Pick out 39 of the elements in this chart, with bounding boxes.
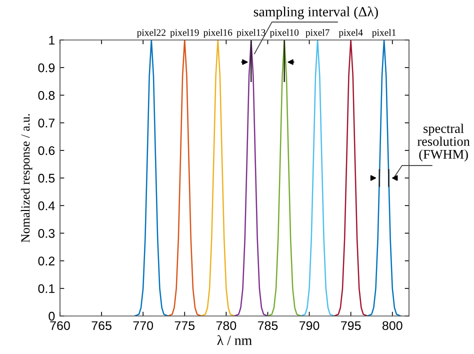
y-tick-label: 0.2 [38,256,55,266]
line-series [366,40,402,316]
x-tick-label: 775 [174,321,195,330]
y-tick-label: 0.8 [38,91,55,100]
series-label: pixel22 [136,28,166,38]
x-tick-label: 790 [300,321,320,330]
line-series [300,40,335,316]
y-tick-label: 0.4 [38,201,55,210]
line-series [167,40,202,316]
y-axis-title: Nomalized response / a.u. [20,114,32,242]
line-series [134,40,169,316]
x-tick-label: 795 [341,321,361,330]
line-series [200,40,236,316]
line-series [234,40,268,316]
line-series [334,40,368,316]
x-axis-title: λ / nm [217,335,252,346]
series-label: pixel4 [338,28,363,38]
annotation: spectral resolution (FWHM) [417,124,470,162]
series-label: pixel19 [170,28,199,38]
y-tick-label: 1 [49,36,55,45]
x-tick-label: 760 [50,321,70,330]
y-tick-label: 0.1 [38,284,55,294]
series-label: pixel7 [306,28,330,38]
y-tick-label: 0.5 [38,174,55,183]
x-tick-label: 785 [258,321,278,330]
y-tick-label: 0.9 [38,63,55,72]
x-tick-label: 780 [216,321,236,330]
series-label: pixel16 [203,28,232,38]
y-tick-label: 0 [48,312,55,321]
series-label: pixel13 [236,28,266,38]
series-label: pixel10 [270,28,299,38]
x-tick-label: 770 [133,321,154,330]
series-label: pixel1 [372,28,396,38]
x-tick-label: 765 [92,321,112,330]
annotation: sampling interval (Δλ) [254,6,378,20]
y-tick-label: 0.6 [38,146,55,156]
y-tick-label: 0.3 [38,229,55,238]
y-tick-label: 0.7 [38,118,55,128]
x-tick-label: 800 [382,321,402,330]
